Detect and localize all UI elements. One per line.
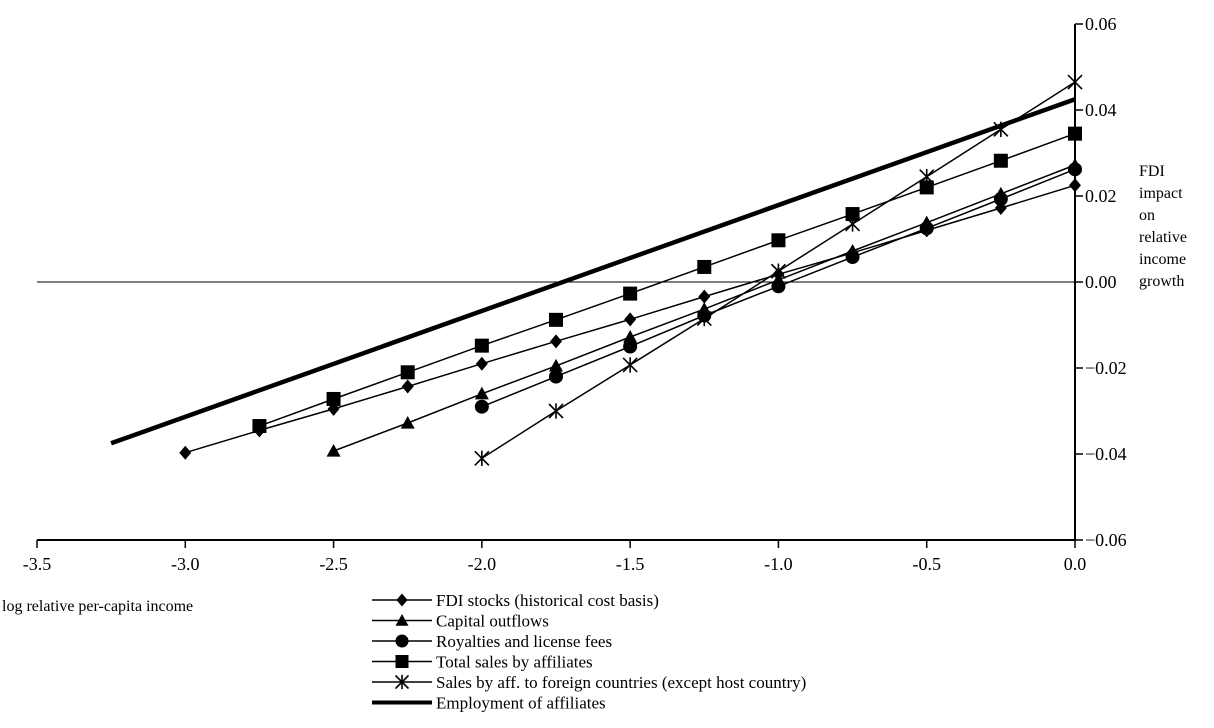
x-tick-label: -1.5: [616, 554, 645, 574]
legend-label: Royalties and license fees: [436, 632, 612, 651]
x-tick-label: -1.0: [764, 554, 793, 574]
data-point: [395, 614, 409, 626]
data-point: [326, 443, 341, 457]
y-axis-title-line: growth: [1139, 273, 1184, 290]
y-axis-title-line: FDI: [1139, 163, 1165, 180]
series-line: [259, 132, 1076, 427]
x-tick-label: -0.5: [912, 554, 941, 574]
data-point: [993, 153, 1008, 168]
y-tick-label: −0.04: [1085, 444, 1127, 464]
data-point: [771, 279, 786, 294]
data-point: [993, 192, 1008, 207]
y-tick-label: −0.02: [1085, 358, 1127, 378]
data-point: [1069, 178, 1081, 193]
data-point: [394, 674, 410, 690]
data-point: [919, 180, 934, 195]
x-tick-label: -2.0: [468, 554, 497, 574]
legend-label: FDI stocks (historical cost basis): [436, 591, 659, 610]
legend-label: Employment of affiliates: [436, 694, 606, 713]
y-tick-label: 0.04: [1085, 100, 1117, 120]
data-point: [919, 168, 935, 185]
data-point: [474, 338, 489, 353]
data-point: [623, 286, 638, 301]
data-point: [845, 250, 860, 265]
series-line: [110, 97, 1076, 446]
series-5: [110, 97, 1076, 446]
y-axis-title-line: impact: [1139, 185, 1183, 202]
legend-label: Sales by aff. to foreign countries (exce…: [436, 673, 806, 692]
series-1: [326, 158, 1082, 457]
data-point: [845, 207, 860, 222]
data-point: [396, 593, 408, 607]
data-point: [400, 416, 415, 429]
legend-item: FDI stocks (historical cost basis): [372, 591, 659, 610]
data-point: [919, 221, 934, 236]
legend-label: Total sales by affiliates: [436, 653, 593, 672]
legend-item: Sales by aff. to foreign countries (exce…: [372, 673, 806, 692]
data-point: [549, 369, 563, 384]
y-axis-title-line: relative: [1139, 229, 1187, 246]
data-point: [475, 356, 488, 371]
data-point: [622, 357, 638, 373]
series-2: [474, 162, 1082, 414]
data-point: [845, 216, 861, 232]
data-point: [623, 339, 638, 354]
y-axis-title: FDI impact on relative income growth: [1139, 163, 1187, 290]
data-point: [624, 312, 637, 327]
data-point: [771, 233, 786, 248]
y-tick-label: 0.02: [1085, 186, 1117, 206]
y-axis-title-line: on: [1139, 207, 1155, 224]
data-point: [400, 365, 415, 380]
data-point: [326, 391, 341, 406]
data-point: [474, 450, 490, 466]
data-point: [698, 289, 711, 304]
data-point: [395, 634, 409, 648]
data-point: [474, 386, 489, 400]
data-point: [549, 312, 563, 327]
data-point: [1068, 126, 1082, 141]
data-point: [696, 310, 712, 327]
data-point: [770, 263, 786, 279]
legend-item: Royalties and license fees: [372, 632, 612, 651]
y-tick-label: 0.00: [1085, 272, 1117, 292]
data-point: [395, 655, 409, 668]
x-tick-label: -3.0: [171, 554, 200, 574]
axes: -3.5 -3.0 -2.5 -2.0 -1.5 -1.0 -0.5 0.0 −0.06 −0.0…: [2, 14, 1187, 615]
series-3: [252, 126, 1082, 434]
data-point: [550, 334, 562, 349]
data-point: [623, 330, 638, 343]
y-tick-label: 0.06: [1085, 14, 1117, 34]
x-tick-label: -3.5: [23, 554, 52, 574]
y-tick-label: −0.06: [1085, 530, 1127, 550]
legend-item: Capital outflows: [372, 612, 549, 631]
data-point: [1068, 162, 1082, 177]
data-point: [697, 259, 712, 274]
series-4: [474, 74, 1083, 466]
legend-item: Employment of affiliates: [372, 694, 606, 713]
data-point: [548, 403, 564, 419]
legend-item: Total sales by affiliates: [372, 653, 593, 672]
x-axis-title: log relative per-capita income: [2, 598, 193, 615]
data-point: [401, 379, 414, 394]
legend: FDI stocks (historical cost basis) Capita…: [372, 591, 806, 713]
data-point: [1067, 74, 1083, 90]
x-tick-label: 0.0: [1064, 554, 1087, 574]
data-point: [252, 419, 267, 434]
data-point: [474, 399, 489, 414]
data-point: [179, 445, 192, 460]
legend-label: Capital outflows: [436, 612, 549, 631]
x-tick-label: -2.5: [319, 554, 348, 574]
y-axis-title-line: income: [1139, 251, 1186, 268]
data-point: [549, 358, 563, 372]
series-layer: [110, 74, 1083, 466]
